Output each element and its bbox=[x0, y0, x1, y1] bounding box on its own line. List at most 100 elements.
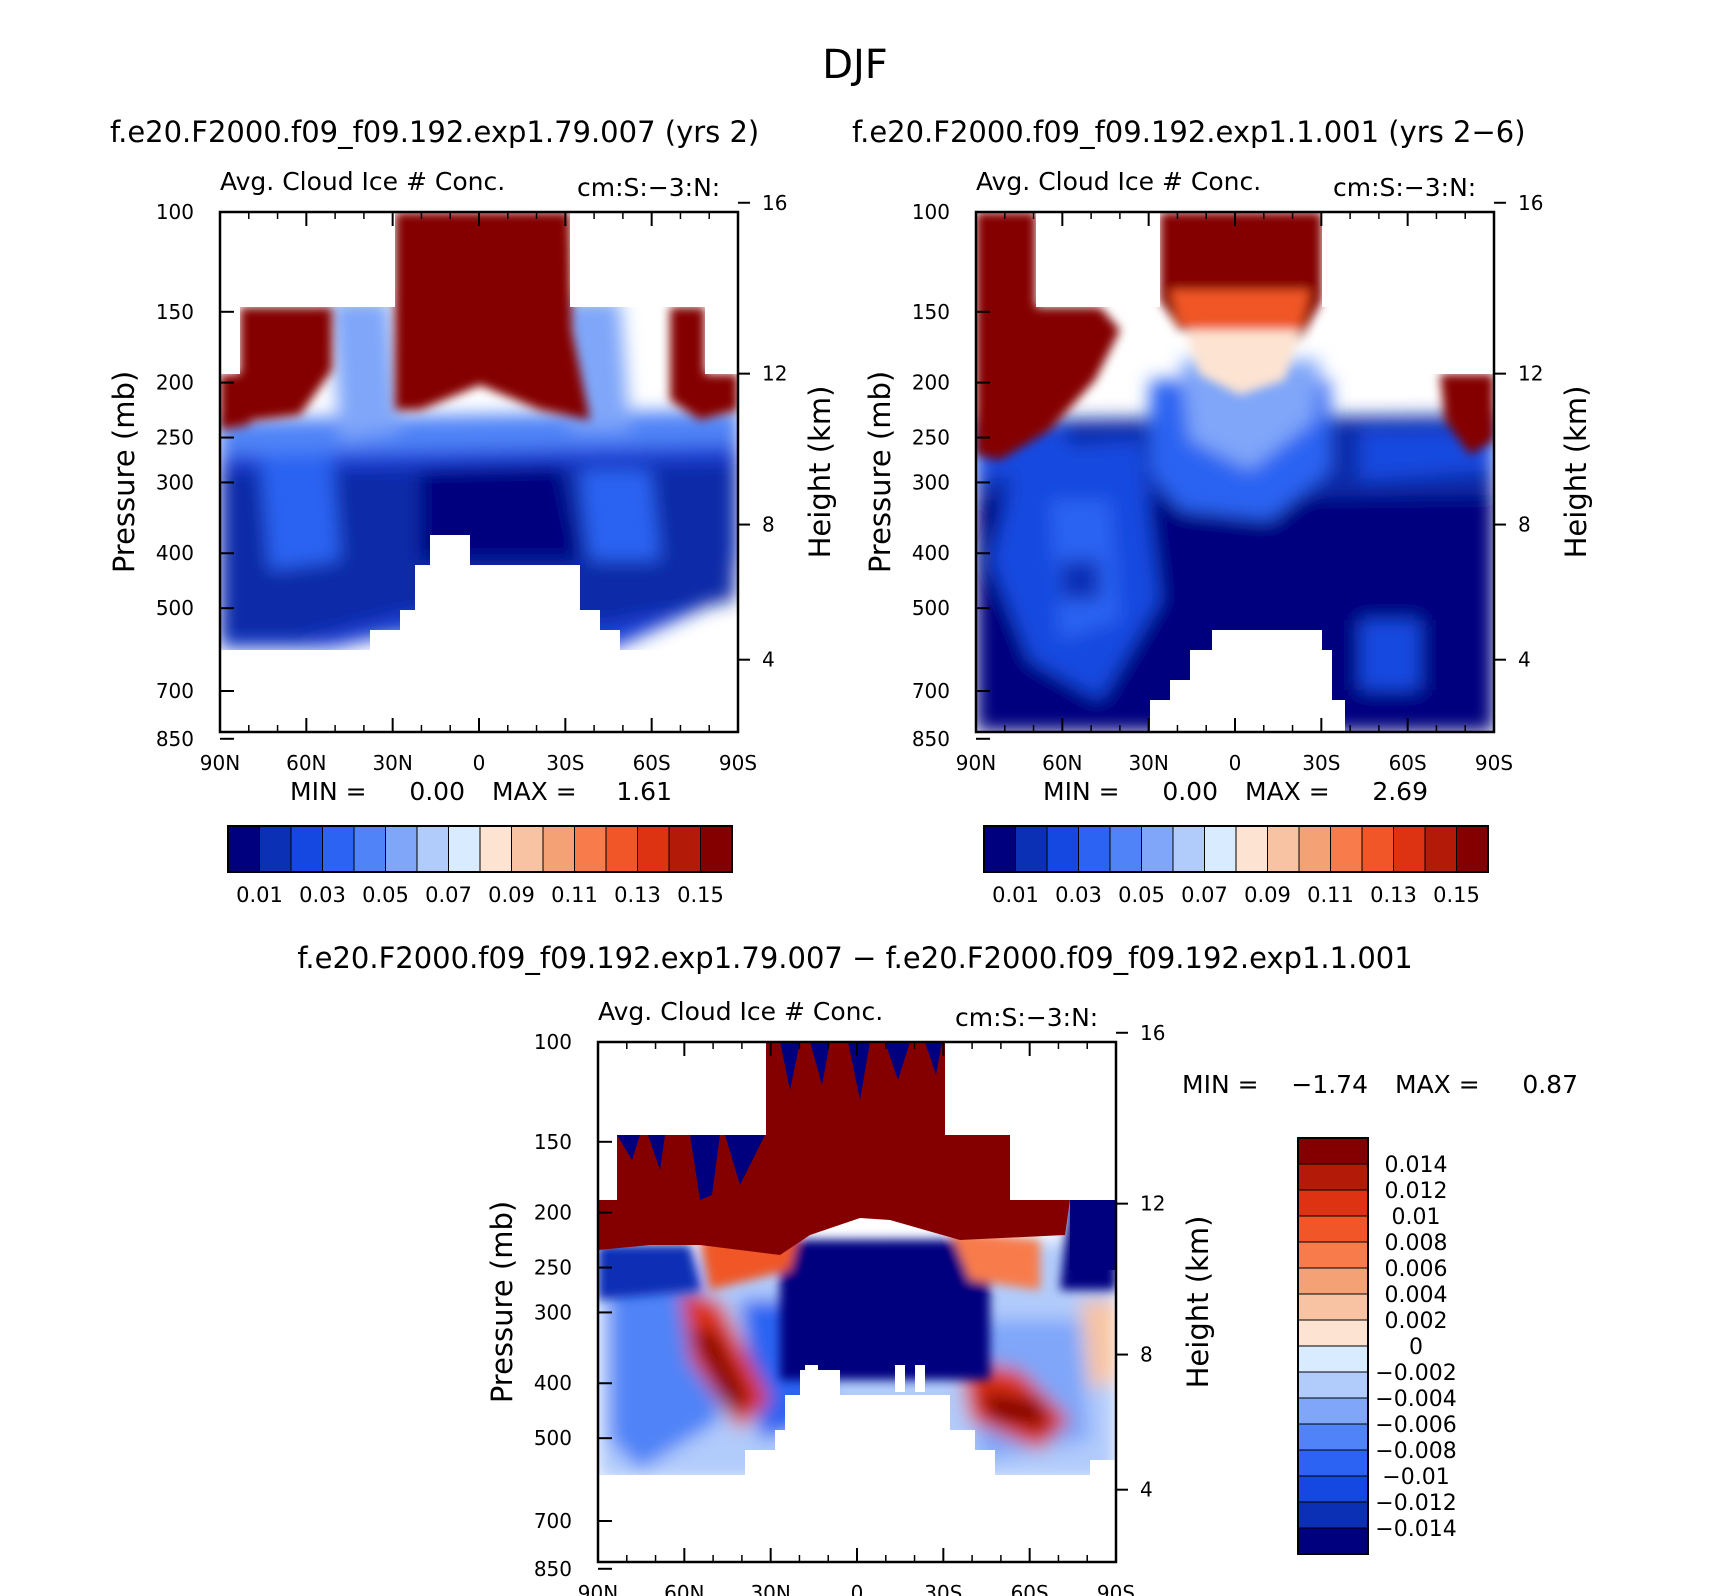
panel-right-subtitle: Avg. Cloud Ice # Conc. bbox=[976, 167, 1261, 196]
panel-diff-axes: 100 150 200 250 300 400 500 700 850 16 12 8 4 90N 60N 3… bbox=[534, 1021, 1166, 1596]
colorbar-box bbox=[1297, 1345, 1369, 1373]
pressure-tick-label: 700 bbox=[534, 1509, 572, 1533]
colorbar-box bbox=[1456, 825, 1489, 873]
colorbar-box bbox=[353, 825, 386, 873]
colorbar-label: 0.07 bbox=[425, 883, 472, 907]
colorbar-box bbox=[1109, 825, 1142, 873]
height-tick-label: 8 bbox=[1140, 1343, 1153, 1367]
panel-left-max-value: 1.61 bbox=[616, 777, 672, 806]
colorbar-label: −0.004 bbox=[1375, 1387, 1456, 1412]
height-tick-label: 16 bbox=[1518, 191, 1543, 215]
colorbar-label: 0.03 bbox=[299, 883, 346, 907]
panel-diff: f.e20.F2000.f09_f09.192.exp1.79.007 − f.… bbox=[297, 941, 1578, 1596]
colorbar-label: 0.11 bbox=[551, 883, 598, 907]
colorbar-label: 0.014 bbox=[1385, 1153, 1448, 1178]
panel-left-ylabel-right: Height (km) bbox=[803, 386, 837, 559]
pressure-tick-label: 400 bbox=[912, 541, 950, 565]
pressure-tick-label: 850 bbox=[156, 727, 194, 751]
lat-tick-label: 90N bbox=[956, 751, 996, 775]
pressure-tick-label: 150 bbox=[534, 1130, 572, 1154]
colorbar-label: 0.01 bbox=[1392, 1205, 1441, 1230]
height-tick-label: 8 bbox=[762, 513, 775, 537]
panel-right-ylabel-right: Height (km) bbox=[1559, 386, 1593, 559]
colorbar-label: 0.05 bbox=[362, 883, 409, 907]
colorbar-label: 0.004 bbox=[1385, 1283, 1448, 1308]
colorbar-box bbox=[542, 825, 575, 873]
panel-diff-colorbar: 0.0140.0120.010.0080.0060.0040.0020−0.00… bbox=[1297, 1137, 1457, 1555]
pressure-tick-label: 500 bbox=[156, 596, 194, 620]
colorbar-box bbox=[227, 825, 260, 873]
panel-diff-ylabel-right: Height (km) bbox=[1181, 1216, 1215, 1389]
panel-left-units: cm:S:−3:N: bbox=[577, 173, 720, 202]
colorbar-label: −0.012 bbox=[1375, 1491, 1456, 1516]
colorbar-box bbox=[1267, 825, 1300, 873]
colorbar-box bbox=[1297, 1319, 1369, 1347]
pressure-tick-label: 150 bbox=[156, 300, 194, 324]
lat-tick-label: 60S bbox=[633, 751, 671, 775]
height-tick-label: 16 bbox=[762, 191, 787, 215]
colorbar-label: 0.09 bbox=[488, 883, 535, 907]
colorbar-label: 0.13 bbox=[1370, 883, 1417, 907]
colorbar-box bbox=[259, 825, 292, 873]
colorbar-frame bbox=[227, 825, 733, 873]
colorbar-box bbox=[983, 825, 1016, 873]
pressure-tick-label: 300 bbox=[912, 470, 950, 494]
pressure-tick-label: 100 bbox=[156, 200, 194, 224]
colorbar-box bbox=[1172, 825, 1205, 873]
panel-right-field bbox=[976, 212, 1494, 732]
panel-right-colorbar: 0.01 0.03 0.05 0.07 0.09 0.11 0.13 0.15 bbox=[983, 825, 1489, 907]
lat-tick-label: 60N bbox=[286, 751, 326, 775]
lat-tick-label: 30N bbox=[372, 751, 412, 775]
panel-left-title: f.e20.F2000.f09_f09.192.exp1.79.007 (yrs… bbox=[110, 115, 759, 149]
lat-tick-label: 30S bbox=[546, 751, 584, 775]
height-tick-label: 12 bbox=[1518, 362, 1543, 386]
colorbar-box bbox=[668, 825, 701, 873]
colorbar-label: 0.01 bbox=[236, 883, 283, 907]
panel-right-min-value: 0.00 bbox=[1162, 777, 1218, 806]
colorbar-box bbox=[1361, 825, 1394, 873]
colorbar-box bbox=[1297, 1423, 1369, 1451]
colorbar-label: −0.006 bbox=[1375, 1413, 1456, 1438]
panel-right-min-label: MIN = bbox=[1043, 777, 1120, 806]
colorbar-label: 0.07 bbox=[1181, 883, 1228, 907]
panel-right-title: f.e20.F2000.f09_f09.192.exp1.1.001 (yrs … bbox=[852, 115, 1526, 149]
colorbar-box bbox=[448, 825, 481, 873]
pressure-tick-label: 700 bbox=[156, 679, 194, 703]
lat-tick-label: 0 bbox=[851, 1581, 864, 1596]
colorbar-box bbox=[1297, 1163, 1369, 1191]
colorbar-box bbox=[322, 825, 355, 873]
colorbar-box bbox=[416, 825, 449, 873]
lat-tick-label: 60N bbox=[1042, 751, 1082, 775]
colorbar-label: 0.11 bbox=[1307, 883, 1354, 907]
panel-diff-field bbox=[598, 1042, 1116, 1562]
colorbar-label: 0.006 bbox=[1385, 1257, 1448, 1282]
colorbar-box bbox=[1235, 825, 1268, 873]
colorbar-box bbox=[1297, 1267, 1369, 1295]
colorbar-label: 0.008 bbox=[1385, 1231, 1448, 1256]
colorbar-label: 0.03 bbox=[1055, 883, 1102, 907]
season-title: DJF bbox=[822, 42, 888, 88]
height-tick-label: 4 bbox=[1140, 1478, 1153, 1502]
panel-right-max-value: 2.69 bbox=[1372, 777, 1428, 806]
colorbar-box bbox=[290, 825, 323, 873]
lat-tick-label: 30N bbox=[1128, 751, 1168, 775]
pressure-tick-label: 100 bbox=[534, 1030, 572, 1054]
panel-diff-units: cm:S:−3:N: bbox=[955, 1003, 1098, 1032]
colorbar-box bbox=[1297, 1501, 1369, 1529]
colorbar-box bbox=[1297, 1137, 1369, 1165]
lat-tick-label: 60S bbox=[1011, 1581, 1049, 1596]
colorbar-box bbox=[605, 825, 638, 873]
colorbar-label: −0.01 bbox=[1382, 1465, 1449, 1490]
colorbar-box bbox=[700, 825, 733, 873]
pressure-tick-label: 500 bbox=[912, 596, 950, 620]
panel-left-ylabel: Pressure (mb) bbox=[107, 371, 141, 573]
colorbar-label: 0.15 bbox=[1433, 883, 1480, 907]
colorbar-box bbox=[1141, 825, 1174, 873]
colorbar-box bbox=[1393, 825, 1426, 873]
pressure-tick-label: 700 bbox=[912, 679, 950, 703]
colorbar-box bbox=[385, 825, 418, 873]
colorbar-label: −0.008 bbox=[1375, 1439, 1456, 1464]
colorbar-frame bbox=[983, 825, 1489, 873]
height-tick-label: 4 bbox=[1518, 648, 1531, 672]
